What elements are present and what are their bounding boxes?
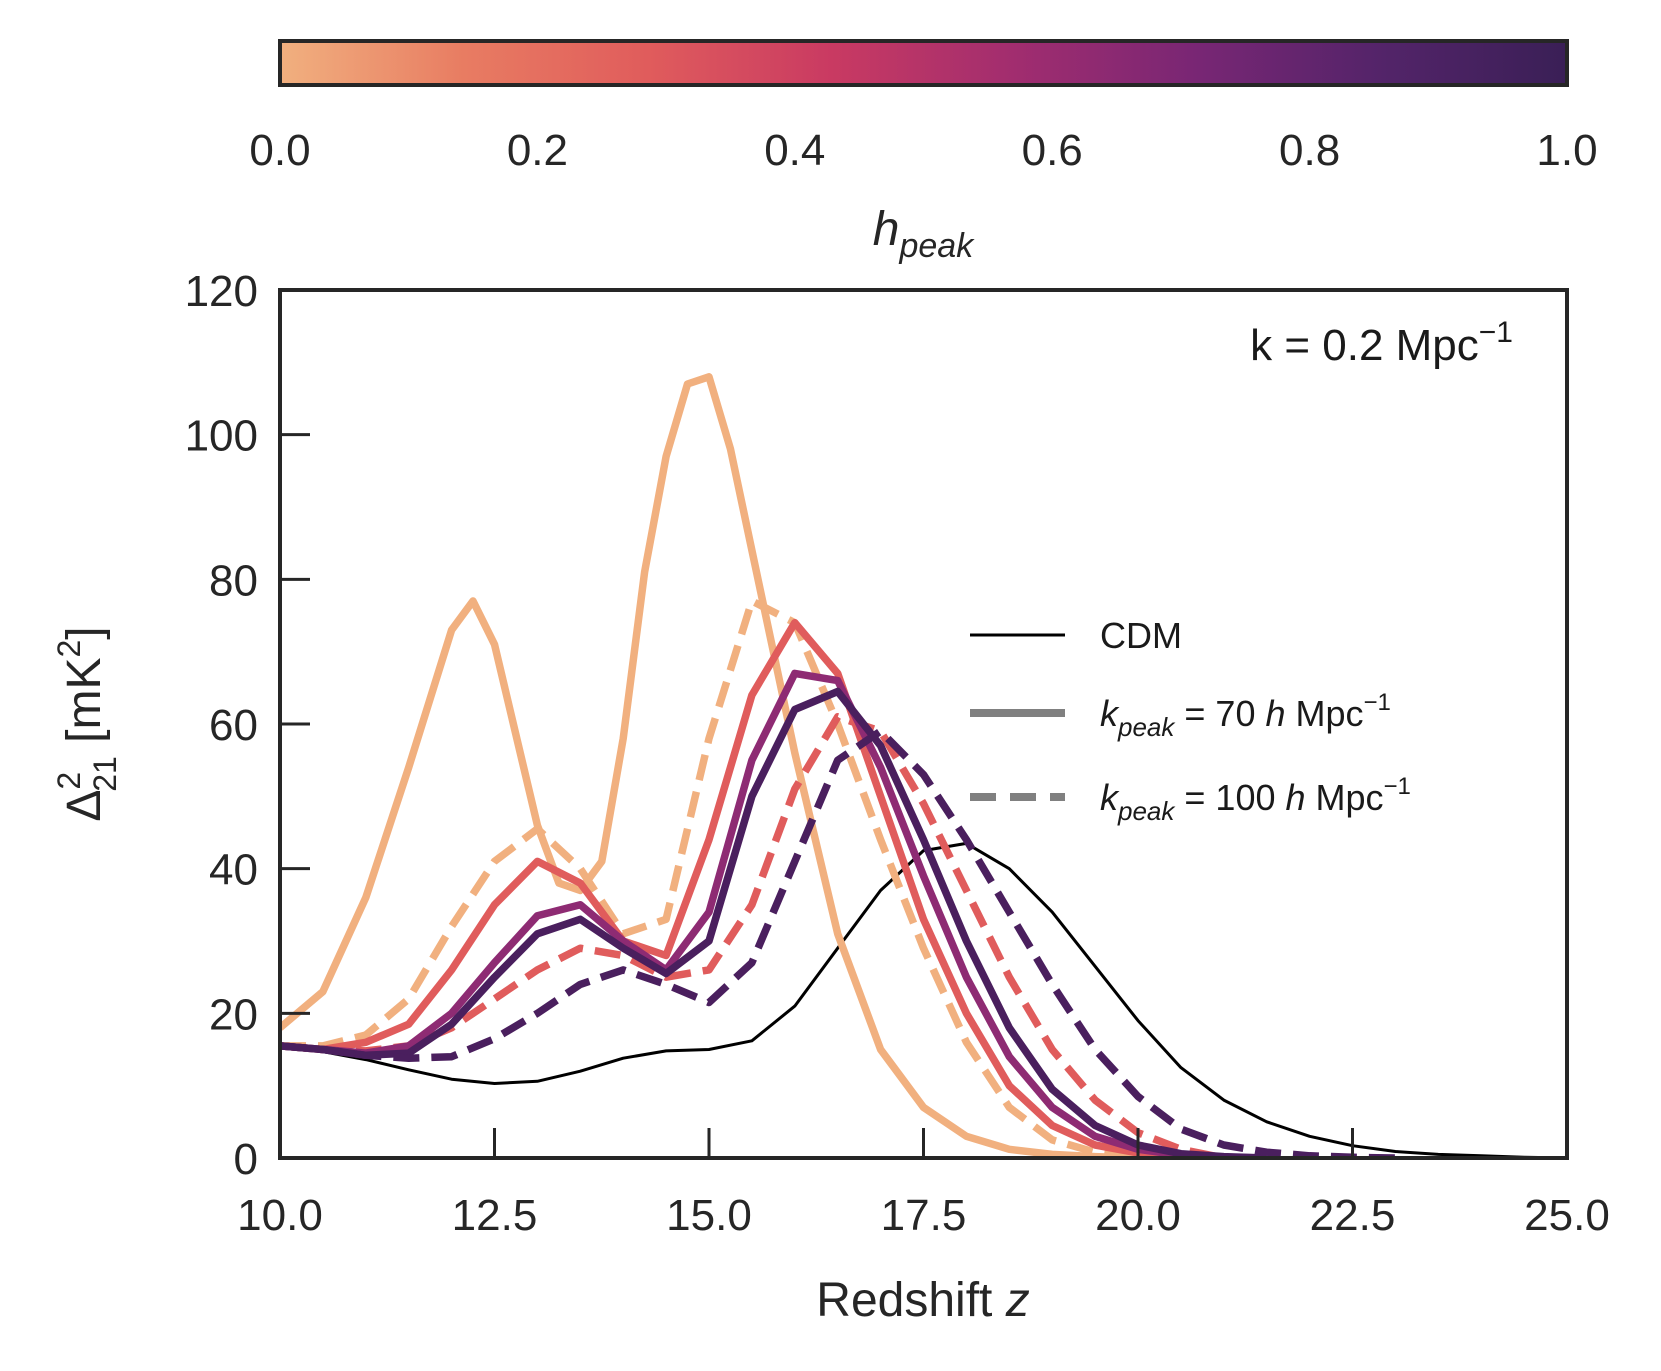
y-tick-label: 0	[234, 1135, 258, 1184]
colorbar-tick-label: 0.2	[507, 126, 568, 175]
plot-frame	[280, 290, 1567, 1158]
x-axis-ticks: 10.0 12.5 15.0 17.5 20.0 22.5 25.0	[237, 1128, 1610, 1240]
legend: CDM kpeak = 70 h Mpc−1 kpeak = 100 h Mpc…	[970, 615, 1411, 826]
series-line-5	[280, 669, 1267, 1158]
legend-label-k70: kpeak = 70 h Mpc−1	[1100, 689, 1391, 742]
x-tick-label: 22.5	[1310, 1191, 1396, 1240]
colorbar: 0.0 0.2 0.4 0.6 0.8 1.0 hpeak	[249, 39, 1598, 265]
x-axis-title: Redshift z	[816, 1274, 1029, 1327]
colorbar-tick-label: 0.6	[1022, 126, 1083, 175]
series-line-7	[280, 727, 1396, 1158]
y-tick-label: 60	[209, 701, 258, 750]
x-tick-label: 20.0	[1095, 1191, 1181, 1240]
k-annotation: k = 0.2 Mpc−1	[1250, 316, 1513, 370]
legend-label-cdm: CDM	[1100, 615, 1182, 656]
x-tick-label: 10.0	[237, 1191, 323, 1240]
series-line-3	[280, 618, 1224, 1158]
y-axis-ticks: 0 20 40 60 80 100 120	[185, 267, 310, 1184]
y-tick-label: 20	[209, 990, 258, 1039]
y-tick-label: 80	[209, 556, 258, 605]
colorbar-ticks: 0.0 0.2 0.4 0.6 0.8 1.0	[249, 126, 1597, 175]
colorbar-tick-label: 0.8	[1279, 126, 1340, 175]
plot-area: 10.0 12.5 15.0 17.5 20.0 22.5 25.0 0 20 40 60 80 10…	[185, 267, 1610, 1240]
y-axis-title: Δ221 [mK2]	[51, 626, 123, 821]
colorbar-tick-label: 0.4	[764, 126, 825, 175]
y-tick-label: 40	[209, 846, 258, 895]
y-tick-label: 120	[185, 267, 258, 316]
x-tick-label: 25.0	[1524, 1191, 1610, 1240]
colorbar-label: hpeak	[873, 203, 975, 265]
legend-label-k100: kpeak = 100 h Mpc−1	[1100, 773, 1411, 826]
y-tick-label: 100	[185, 412, 258, 461]
colorbar-tick-label: 0.0	[249, 126, 310, 175]
series-line-6	[280, 687, 1267, 1158]
series-line-1	[280, 373, 1139, 1158]
x-tick-label: 12.5	[452, 1191, 538, 1240]
series-line-2	[280, 597, 1139, 1158]
series-layer	[280, 373, 1567, 1158]
x-tick-label: 17.5	[881, 1191, 967, 1240]
x-tick-label: 15.0	[666, 1191, 752, 1240]
colorbar-gradient	[278, 39, 1569, 87]
colorbar-tick-label: 1.0	[1536, 126, 1597, 175]
